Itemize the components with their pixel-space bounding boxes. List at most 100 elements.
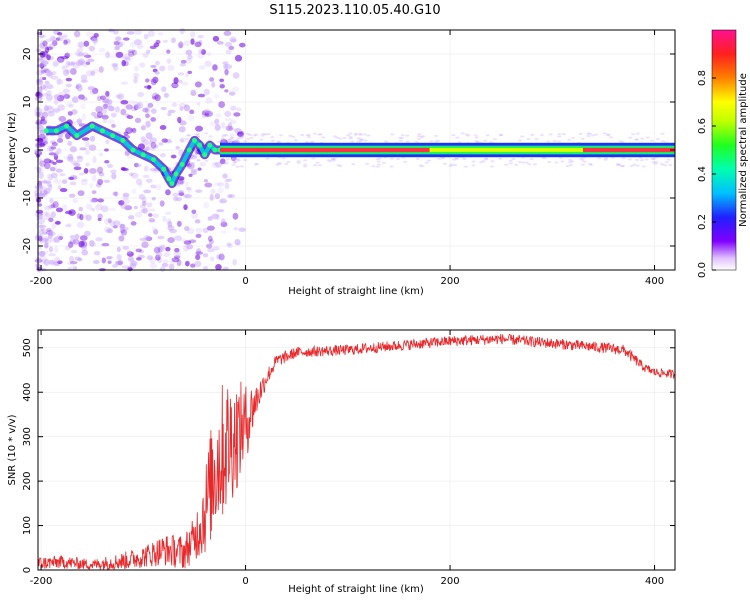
spectrogram-noise-cell (35, 142, 43, 148)
spectrogram-noise-cell (78, 45, 84, 49)
spectrogram-noise-cell (69, 68, 77, 75)
spectrogram-noise-cell (57, 58, 65, 63)
spectrogram-noise-cell (50, 71, 57, 76)
spectrogram-noise-cell (166, 58, 172, 64)
spectrogram-noise-cell (47, 205, 55, 209)
spectrogram-noise-cell (103, 179, 111, 184)
spectrogram-noise-cell (76, 155, 83, 159)
spectrogram-halo-cell (580, 158, 585, 161)
spectrogram-ytick-label: -20 (22, 238, 33, 254)
spectrogram-noise-cell (146, 49, 151, 54)
spectrogram-noise-cell (52, 201, 59, 208)
spectrogram-noise-cell (124, 56, 133, 63)
spectrogram-noise-cell (167, 109, 176, 114)
spectrogram-noise-cell (41, 76, 47, 81)
spectrogram-halo-cell (635, 132, 640, 135)
spectrogram-xtick-label: 200 (441, 276, 460, 287)
spectrogram-noise-cell (229, 194, 236, 198)
spectrogram-noise-cell (50, 35, 56, 42)
spectrogram-noise-cell (186, 186, 193, 193)
spectrogram-noise-cell (215, 113, 222, 118)
spectrogram-noise-cell (195, 254, 201, 261)
spectrogram-noise-cell (201, 109, 210, 116)
spectrogram-noise-cell (180, 59, 187, 64)
spectrogram-noise-cell (224, 117, 233, 122)
spectrogram-noise-cell (65, 77, 73, 82)
spectrogram-noise-cell (104, 159, 110, 164)
spectrogram-noise-cell (98, 66, 104, 73)
spectrogram-halo-cell (568, 161, 573, 164)
snr-ytick-label: 400 (22, 383, 33, 402)
spectrogram-noise-cell (188, 239, 197, 244)
spectrogram-noise-cell (225, 49, 232, 55)
spectrogram-ridge-point (140, 152, 146, 158)
spectrogram-halo-cell (631, 133, 636, 136)
spectrogram-noise-cell (149, 167, 157, 172)
spectrogram-halo-cell (224, 134, 229, 137)
spectrogram-noise-cell (101, 205, 109, 213)
spectrogram-noise-cell (108, 207, 117, 211)
spectrogram-noise-cell (68, 193, 76, 198)
spectrogram-noise-cell (124, 205, 133, 211)
spectrogram-noise-cell (53, 152, 58, 157)
spectrogram-noise-cell (190, 263, 196, 268)
spectrogram-noise-cell (96, 111, 103, 118)
spectrogram-halo-cell (635, 164, 640, 167)
spectrogram-noise-cell (218, 101, 226, 108)
spectrogram-noise-cell (120, 99, 129, 105)
spectrogram-noise-cell (145, 178, 153, 183)
spectrogram-noise-cell (165, 189, 171, 196)
spectrogram-noise-cell (162, 39, 168, 43)
spectrogram-halo-cell (616, 163, 621, 166)
spectrogram-noise-cell (187, 54, 193, 60)
spectrogram-noise-cell (65, 83, 72, 88)
spectrogram-noise-cell (227, 194, 233, 198)
spectrogram-noise-cell (56, 78, 63, 85)
spectrogram-halo-cell (530, 133, 535, 136)
spectrogram-halo-cell (276, 140, 281, 143)
spectrogram-halo-cell (415, 157, 420, 160)
spectrogram-noise-cell (122, 53, 131, 61)
spectrogram-halo-cell (348, 132, 353, 135)
spectrogram-noise-cell (52, 40, 58, 47)
spectrogram-halo-cell (236, 134, 241, 137)
spectrogram-halo-cell (310, 140, 315, 143)
spectrogram-ytick-label: -10 (22, 190, 33, 206)
spectrogram-halo-cell (350, 140, 355, 143)
spectrogram-halo-cell (529, 158, 534, 161)
spectrogram-noise-cell (230, 38, 237, 43)
spectrogram-noise-cell (190, 90, 197, 96)
spectrogram-halo-cell (220, 137, 225, 140)
spectrogram-halo-cell (464, 133, 469, 136)
spectrogram-halo-cell (526, 138, 531, 141)
spectrogram-noise-cell (190, 92, 197, 97)
spectrogram-noise-cell (148, 147, 156, 151)
spectrogram-noise-cell (52, 60, 60, 67)
spectrogram-noise-cell (114, 191, 119, 197)
spectrogram-noise-cell (93, 250, 101, 256)
spectrogram-noise-cell (39, 34, 46, 38)
spectrogram-noise-cell (117, 259, 123, 266)
spectrogram-noise-cell (177, 179, 184, 185)
spectrogram-halo-cell (359, 139, 364, 142)
spectrogram-noise-cell (103, 218, 111, 225)
spectrogram-noise-cell (126, 31, 135, 35)
spectrogram-halo-cell (342, 136, 347, 139)
spectrogram-noise-cell (162, 215, 167, 223)
spectrogram-noise-cell (209, 193, 214, 201)
spectrogram-noise-cell (105, 257, 112, 263)
spectrogram-noise-cell (40, 116, 45, 122)
spectrogram-noise-cell (207, 235, 213, 242)
spectrogram-noise-cell (221, 218, 226, 225)
spectrogram-noise-cell (183, 194, 190, 198)
spectrogram-noise-cell (183, 104, 191, 112)
spectrogram-halo-cell (568, 158, 573, 161)
spectrogram-noise-cell (198, 39, 203, 45)
spectrogram-noise-cell (103, 95, 111, 100)
spectrogram-noise-cell (58, 35, 64, 42)
spectrogram-halo-cell (492, 138, 497, 141)
spectrogram-noise-cell (165, 246, 171, 252)
spectrogram-noise-cell (48, 253, 56, 257)
spectrogram-noise-cell (58, 115, 67, 122)
spectrogram-noise-cell (98, 47, 106, 53)
